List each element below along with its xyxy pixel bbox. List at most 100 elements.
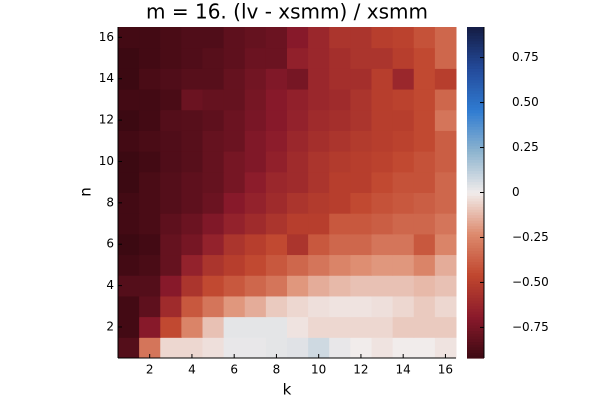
heatmap-cell: [329, 295, 351, 318]
heatmap-cell: [181, 295, 203, 318]
heatmap-cell: [308, 192, 330, 214]
heatmap-cell: [350, 316, 372, 338]
heatmap-cell: [329, 68, 351, 90]
heatmap-cell: [350, 151, 372, 173]
colorbar-segment: [467, 261, 484, 265]
heatmap-cell: [160, 213, 182, 235]
heatmap-cell: [308, 27, 330, 49]
heatmap-cell: [118, 109, 140, 131]
heatmap-cell: [223, 151, 246, 173]
heatmap-cell: [265, 151, 288, 173]
heatmap-cell: [181, 47, 203, 69]
heatmap-cell: [350, 213, 372, 235]
heatmap-cell: [244, 295, 267, 318]
colorbar-segment: [467, 222, 484, 227]
colorbar-segment: [467, 123, 484, 127]
heatmap-cell: [371, 151, 394, 173]
colorbar-segment: [467, 79, 484, 83]
heatmap-cell: [371, 130, 394, 152]
heatmap-cell: [434, 316, 457, 338]
heatmap-cell: [308, 213, 330, 235]
colorbar-tick-label: 0.50: [512, 95, 539, 109]
heatmap-cell: [160, 192, 182, 214]
heatmap-cell: [413, 192, 436, 214]
heatmap-cell: [413, 68, 436, 90]
colorbar-segment: [467, 338, 484, 343]
colorbar-segment: [467, 68, 484, 72]
heatmap-cell: [265, 337, 288, 359]
heatmap-cell: [308, 89, 330, 111]
heatmap-cell: [434, 27, 457, 49]
heatmap-cell: [181, 171, 203, 193]
chart-title: m = 16. (lv - xsmm) / xsmm: [146, 0, 428, 24]
heatmap-cell: [287, 151, 309, 173]
heatmap-cell: [118, 47, 140, 69]
colorbar-segment: [467, 46, 484, 50]
heatmap-cell: [223, 254, 246, 276]
heatmap-cell: [413, 316, 436, 338]
heatmap-cell: [287, 109, 309, 131]
heatmap-cell: [118, 254, 140, 276]
heatmap-cell: [160, 130, 182, 152]
heatmap-cell: [118, 151, 140, 173]
colorbar-segment: [467, 255, 484, 260]
colorbar-segment: [467, 159, 484, 163]
heatmap-cell: [371, 254, 394, 276]
x-tick-label: 16: [438, 363, 453, 377]
heatmap-cell: [118, 171, 140, 193]
heatmap-cell: [265, 109, 288, 131]
heatmap-cell: [308, 151, 330, 173]
y-tick-label: 12: [99, 113, 114, 127]
y-tick-label: 10: [99, 154, 114, 168]
heatmap-cell: [160, 337, 182, 359]
heatmap-cell: [434, 337, 457, 359]
colorbar-segment: [467, 300, 484, 304]
colorbar-segment: [467, 43, 484, 47]
heatmap-cell: [244, 316, 267, 338]
colorbar-segment: [467, 335, 484, 340]
colorbar-segment: [467, 131, 484, 136]
colorbar-segment: [467, 98, 484, 103]
colorbar-segment: [467, 203, 484, 207]
heatmap-cell: [244, 233, 267, 256]
colorbar-segment: [467, 101, 484, 105]
heatmap-cell: [413, 27, 436, 49]
heatmap-cell: [350, 233, 372, 256]
heatmap-cell: [244, 27, 267, 49]
x-axis-label: k: [283, 381, 292, 399]
colorbar-tick-label: 0: [512, 185, 520, 199]
heatmap-cell: [202, 254, 225, 276]
heatmap-cell: [392, 151, 415, 173]
colorbar-segment: [467, 173, 484, 177]
heatmap-cell: [181, 192, 203, 214]
heatmap-cell: [139, 213, 161, 235]
colorbar-segment: [467, 355, 484, 359]
heatmap-cell: [223, 213, 246, 235]
heatmap-cell: [181, 213, 203, 235]
heatmap-cell: [139, 89, 161, 111]
colorbar-segment: [467, 156, 484, 160]
heatmap-cell: [350, 130, 372, 152]
colorbar-segment: [467, 120, 484, 125]
colorbar-segment: [467, 302, 484, 307]
colorbar-segment: [467, 250, 484, 254]
colorbar-segment: [467, 286, 484, 290]
x-tick-label: 6: [230, 363, 238, 377]
heatmap-cell: [202, 213, 225, 235]
colorbar-segment: [467, 233, 484, 238]
heatmap-cell: [434, 213, 457, 235]
heatmap-cell: [139, 295, 161, 318]
heatmap-cell: [308, 130, 330, 152]
heatmap-cell: [139, 254, 161, 276]
colorbar-segment: [467, 54, 484, 58]
heatmap-cell: [308, 295, 330, 318]
colorbar-segment: [467, 162, 484, 166]
heatmap-cell: [160, 316, 182, 338]
heatmap-cell: [329, 27, 351, 49]
heatmap-cell: [308, 275, 330, 297]
colorbar-segment: [467, 316, 484, 320]
colorbar-segment: [467, 330, 484, 334]
heatmap-cell: [139, 192, 161, 214]
y-tick-label: 14: [99, 71, 114, 85]
